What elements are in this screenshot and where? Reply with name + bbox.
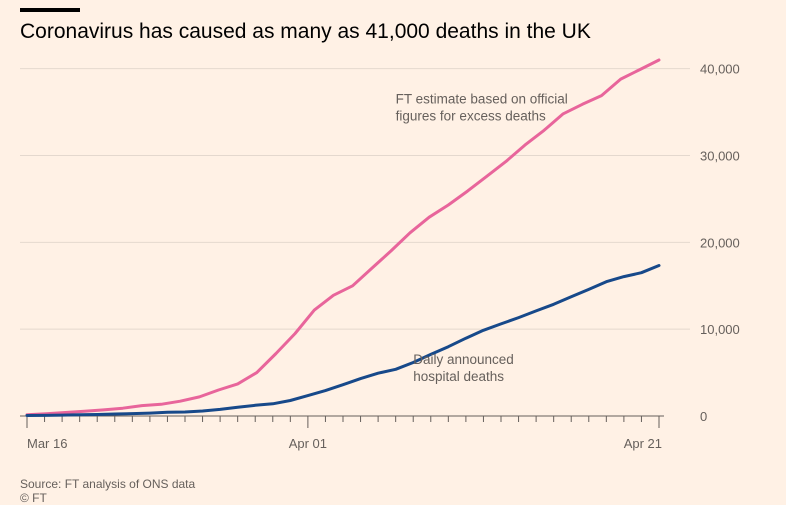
y-tick-label: 40,000: [700, 62, 740, 77]
series-lines: [25, 58, 661, 417]
x-tick-label: Mar 16: [27, 436, 67, 451]
series-labels: FT estimate based on official figures for…: [396, 91, 568, 383]
y-tick-label: 30,000: [700, 149, 740, 164]
y-tick-label: 0: [700, 409, 707, 424]
chart-title: Coronavirus has caused as many as 41,000…: [20, 20, 591, 43]
y-tick-label: 20,000: [700, 235, 740, 250]
series-line: [25, 264, 661, 417]
series-label-line: hospital deaths: [413, 369, 504, 384]
header-accent-bar: [20, 8, 80, 12]
y-axis-labels: 0 10,000 20,000 30,000 40,000: [700, 62, 740, 424]
series-label: FT estimate based on official figures for…: [396, 91, 568, 123]
x-tick-label: Apr 21: [624, 436, 662, 451]
x-axis: Mar 16 Apr 01 Apr 21: [20, 415, 664, 451]
x-tick-label: Apr 01: [289, 436, 327, 451]
series-label-line: FT estimate based on official: [396, 91, 568, 106]
series-label: Daily announced hospital deaths: [413, 352, 514, 384]
y-tick-label: 10,000: [700, 322, 740, 337]
series-label-line: figures for excess deaths: [396, 108, 546, 123]
source-note: Source: FT analysis of ONS data: [20, 477, 196, 491]
series-label-line: Daily announced: [413, 352, 514, 367]
series-line: [25, 58, 661, 417]
grid-lines: [20, 68, 690, 330]
copyright-note: © FT: [20, 491, 47, 505]
